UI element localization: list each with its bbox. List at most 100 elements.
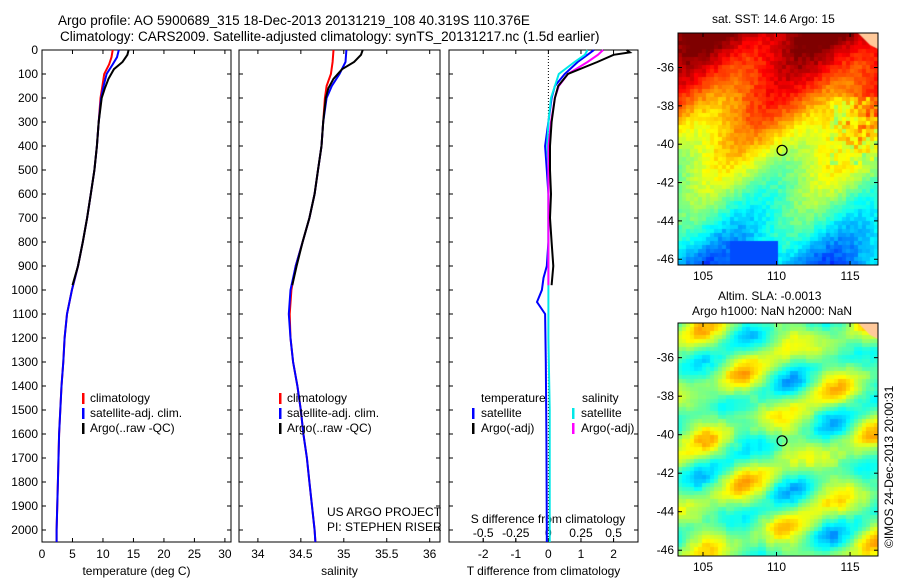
y-tick-label: 1400: [11, 379, 38, 393]
y-tick-label: 900: [18, 259, 38, 273]
legend-label: Argo(-adj): [481, 421, 534, 435]
sla-map-image: [678, 323, 878, 556]
map-y-tick-label: -40: [657, 428, 675, 442]
map-y-tick-label: -36: [657, 351, 675, 365]
x-tick-label: 10: [96, 547, 110, 561]
x-tick-label: 2: [610, 547, 617, 561]
series-line-s-satellite: [546, 49, 589, 542]
annotation-text: PI: STEPHEN RISER: [327, 520, 442, 534]
series-line-argo-raw-qc-: [71, 49, 130, 286]
legend-label: climatology: [90, 391, 150, 405]
legend-swatch: [472, 408, 475, 419]
y-tick-label: 0: [31, 43, 38, 57]
series-line-climatology: [288, 49, 335, 543]
x-tick-label: 20: [157, 547, 171, 561]
map-x-tick-label: 110: [767, 269, 786, 283]
legend-swatch: [279, 393, 282, 404]
panel-1-frame: [238, 49, 441, 543]
map-x-tick-label: 105: [693, 560, 713, 574]
sla-map-title-2: Argo h1000: NaN h2000: NaN: [692, 304, 853, 318]
map-0-frame: [677, 32, 879, 266]
x-tick-label: 25: [188, 547, 202, 561]
x-tick-label: -2: [478, 547, 489, 561]
x-tick-label: 1: [578, 547, 585, 561]
x-tick-label: 35: [337, 547, 351, 561]
map-y-tick-label: -46: [657, 543, 675, 557]
y-tick-label: 500: [18, 163, 38, 177]
map-x-tick-label: 110: [767, 560, 786, 574]
map-1-frame: [677, 322, 879, 557]
x-tick-label: -1: [510, 547, 521, 561]
y-tick-label: 1200: [11, 331, 38, 345]
argo-position-marker: [776, 144, 788, 156]
x-tick-label: 30: [218, 547, 232, 561]
y-tick-label: 1700: [11, 451, 38, 465]
series-line-satellite-adj-clim-: [55, 49, 120, 542]
map-x-tick-label: 105: [693, 269, 713, 283]
series-line-climatology: [55, 49, 114, 542]
legend-swatch: [279, 423, 282, 434]
map-y-tick-label: -42: [657, 466, 675, 480]
y-tick-label: 200: [18, 91, 38, 105]
s-tick-label: -0.25: [502, 526, 530, 540]
y-tick-label: 1300: [11, 355, 38, 369]
legend-label: Argo(..raw -QC): [90, 421, 175, 435]
legend-label: satellite-adj. clim.: [287, 406, 379, 420]
panel-0-frame: [41, 49, 232, 543]
y-tick-label: 700: [18, 211, 38, 225]
y-tick-label: 1000: [11, 283, 38, 297]
x-tick-label: 0: [545, 547, 552, 561]
s-tick-label: 0.5: [605, 526, 622, 540]
y-tick-label: 1600: [11, 427, 38, 441]
x-tick-label: 5: [69, 547, 76, 561]
series-line-s-argo-adj-: [547, 49, 604, 286]
series-line-t-satellite: [535, 49, 595, 542]
y-tick-label: 100: [18, 67, 38, 81]
legend-label: satellite-adj. clim.: [90, 406, 182, 420]
series-line-satellite-adj-clim-: [287, 49, 348, 543]
argo-position-marker: [776, 435, 788, 447]
y-tick-label: 1500: [11, 403, 38, 417]
map-y-tick-label: -38: [657, 99, 675, 113]
map-x-tick-label: 115: [840, 269, 859, 283]
x-axis-label: T difference from climatology: [467, 564, 621, 578]
legend-label: Argo(-adj): [581, 421, 634, 435]
y-tick-label: 800: [18, 235, 38, 249]
map-y-tick-label: -40: [657, 137, 675, 151]
x-axis-label: salinity: [321, 564, 358, 578]
legend-swatch: [572, 408, 575, 419]
x-axis-label: temperature (deg C): [82, 564, 190, 578]
panel-2-frame: [448, 49, 639, 543]
s-tick-label: 0.25: [569, 526, 593, 540]
legend-swatch: [279, 408, 282, 419]
series-line-argo-raw-qc-: [291, 49, 364, 286]
sst-map-title: sat. SST: 14.6 Argo: 15: [712, 12, 835, 26]
map-y-tick-label: -44: [657, 505, 675, 519]
y-tick-label: 300: [18, 115, 38, 129]
y-tick-label: 2000: [11, 523, 38, 537]
title-line-2: Climatology: CARS2009. Satellite-adjuste…: [60, 29, 600, 44]
map-y-tick-label: -38: [657, 389, 675, 403]
y-tick-label: 1900: [11, 499, 38, 513]
y-tick-label: 600: [18, 187, 38, 201]
x-tick-label: 15: [127, 547, 141, 561]
legend-header: salinity: [582, 391, 619, 405]
legend-swatch: [472, 423, 475, 434]
legend-swatch: [82, 408, 85, 419]
legend-label: Argo(..raw -QC): [287, 421, 372, 435]
y-tick-label: 400: [18, 139, 38, 153]
map-y-tick-label: -36: [657, 61, 675, 75]
map-x-tick-label: 115: [840, 560, 859, 574]
x-tick-label: 36: [423, 547, 437, 561]
map-y-tick-label: -46: [657, 252, 675, 266]
x-tick-label: 0: [39, 547, 46, 561]
sst-map-image: [678, 33, 878, 265]
legend-swatch: [82, 423, 85, 434]
s-axis-label: S difference from climatology: [471, 512, 626, 526]
x-tick-label: 34: [251, 547, 265, 561]
legend-header: temperature: [481, 391, 546, 405]
legend-label: satellite: [481, 406, 522, 420]
y-tick-label: 1100: [12, 307, 38, 321]
x-tick-label: 35.5: [375, 547, 399, 561]
